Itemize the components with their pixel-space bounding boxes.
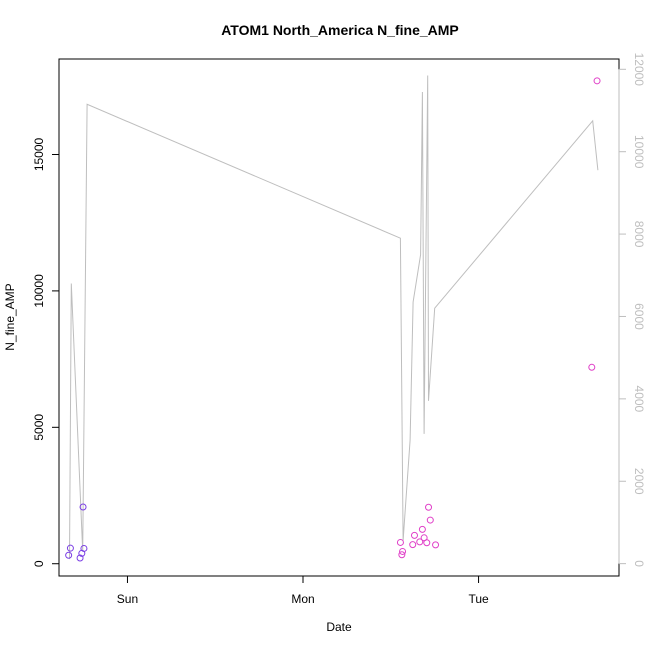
data-point [66,544,74,552]
chart-title: ATOM1 North_America N_fine_AMP [221,22,459,38]
data-point [80,544,88,552]
y2-tick-label: 10000 [632,135,646,169]
y2-tick-label: 0 [632,560,646,567]
x-axis-label: Date [326,620,352,634]
data-point [398,551,406,559]
data-point [409,541,417,549]
data-point [432,541,440,549]
data-point [399,547,407,555]
data-point [588,363,596,371]
data-point [423,539,431,547]
series-line [69,75,599,560]
y2-tick-label: 2000 [632,468,646,495]
data-point [593,77,601,85]
x-tick-label: Sun [117,592,138,606]
y-tick-label: 5000 [32,414,46,441]
data-point [416,538,424,546]
y-tick-label: 15000 [32,137,46,171]
data-point [426,516,434,524]
data-point [65,551,73,559]
y2-tick-label: 12000 [632,53,646,87]
x-tick-label: Mon [291,592,314,606]
y-axis-label: N_fine_AMP [3,283,17,350]
data-point [425,503,433,511]
data-point [79,503,87,511]
data-point [418,525,426,533]
data-point [410,531,418,539]
point-layer [65,77,601,562]
y2-tick-label: 8000 [632,221,646,248]
plot-frame [58,58,620,577]
y-tick-label: 10000 [32,274,46,308]
data-point [76,554,84,562]
y2-tick-label: 6000 [632,303,646,330]
y-tick-label: 0 [32,560,46,567]
y2-tick-label: 4000 [632,386,646,413]
line-layer [69,75,599,560]
x-tick-label: Tue [468,592,489,606]
data-point [396,538,404,546]
axis-layer: Sun Mon Tue 0 5000 10000 15000 0 2000 4000 6000 800… [32,53,646,606]
